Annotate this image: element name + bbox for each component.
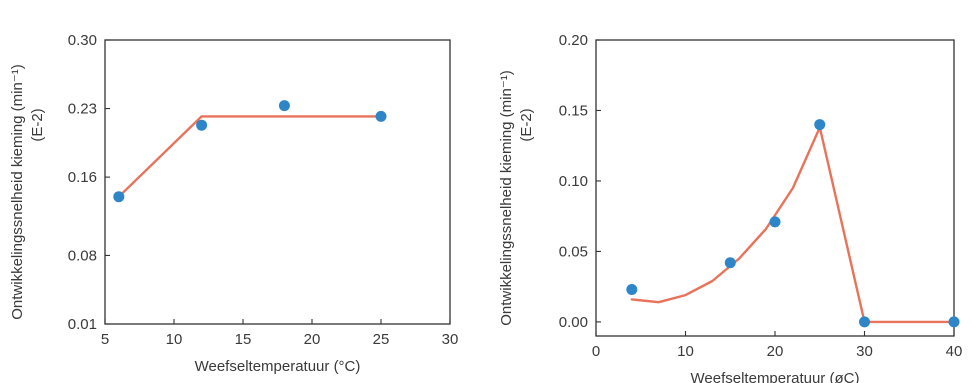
- chart-right-svg: 0 10 20 30 40 0.00 0.05 0.10 0.15 0.20 Weefseltemp…: [498, 32, 963, 383]
- left-x-tick-label: 30: [442, 331, 459, 348]
- chart-right: 0 10 20 30 40 0.00 0.05 0.10 0.15 0.20 Weefseltemp…: [478, 0, 972, 383]
- right-x-tick-label: 30: [856, 343, 873, 360]
- chart-left-svg: 5 10 15 20 25 30 0.01 0.08 0.16 0.23 0.30 Weefselte…: [9, 32, 459, 375]
- left-data-point: [375, 110, 387, 122]
- left-y-tick-label: 0.30: [68, 32, 97, 49]
- left-data-point: [278, 100, 290, 112]
- right-plot-frame: [595, 39, 955, 337]
- left-x-tick-label: 10: [166, 331, 183, 348]
- left-y-tick-label: 0.08: [68, 247, 97, 264]
- left-x-tick-label: 15: [235, 331, 252, 348]
- right-y-tick-label: 0.20: [559, 32, 588, 49]
- right-y-axis-subtitle: (E-2): [518, 108, 535, 141]
- right-fit-line: [630, 126, 956, 324]
- right-data-point: [769, 216, 781, 228]
- left-data-point: [113, 191, 125, 203]
- right-y-tick-label: 0.00: [559, 314, 588, 331]
- right-y-tick-label: 0.10: [559, 173, 588, 190]
- left-plot-frame: [104, 39, 451, 325]
- left-y-tick-label: 0.23: [68, 101, 97, 118]
- right-data-point: [859, 316, 870, 328]
- right-x-axis-title: Weefseltemperatuur (øC): [691, 370, 860, 383]
- right-y-tick-label: 0.05: [559, 243, 588, 260]
- left-y-tick-label: 0.16: [68, 169, 97, 186]
- left-data-point: [196, 119, 208, 131]
- left-y-tick-label: 0.01: [68, 316, 97, 333]
- left-x-tick-label: 25: [373, 331, 390, 348]
- right-x-tick-label: 40: [946, 343, 963, 360]
- left-y-axis-subtitle: (E-2): [29, 108, 46, 141]
- left-y-axis-title: Ontwikkelingssnelheid kieming (min⁻¹): [9, 64, 26, 320]
- right-x-tick-label: 20: [767, 343, 784, 360]
- right-x-tick-label: 0: [592, 343, 600, 360]
- right-y-tick-label: 0.15: [559, 102, 588, 119]
- left-fit-line: [117, 115, 383, 198]
- right-data-point: [724, 257, 736, 269]
- right-data-point: [948, 316, 960, 328]
- left-x-tick-label: 20: [304, 331, 321, 348]
- left-x-axis-title: Weefseltemperatuur (°C): [195, 358, 361, 375]
- right-x-tick-label: 10: [677, 343, 694, 360]
- right-data-point: [626, 283, 638, 295]
- right-y-axis-title: Ontwikkelingssnelheid kieming (min⁻¹): [498, 70, 515, 326]
- right-data-point: [814, 119, 826, 131]
- left-x-tick-label: 5: [101, 331, 109, 348]
- chart-left: 5 10 15 20 25 30 0.01 0.08 0.16 0.23 0.30 Weefselte…: [0, 0, 478, 383]
